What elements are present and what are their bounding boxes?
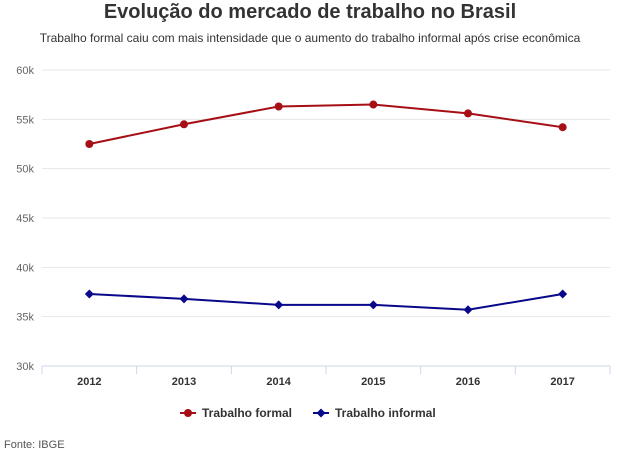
y-tick-label: 40k: [16, 262, 34, 274]
x-tick-label: 2017: [550, 376, 574, 388]
y-tick-label: 30k: [16, 361, 34, 373]
series-group: [84, 100, 568, 315]
y-tick-label: 60k: [16, 65, 34, 77]
data-point[interactable]: [368, 300, 378, 310]
legend-marker: [316, 408, 326, 418]
x-tick-label: 2015: [361, 376, 385, 388]
chart-subtitle: Trabalho formal caiu com mais intensidad…: [39, 31, 581, 45]
data-point[interactable]: [180, 120, 188, 129]
x-tick-label: 2013: [172, 376, 196, 388]
x-axis: 2012 2013 2014 2015 2016 2017: [41, 365, 611, 388]
source-note: Fonte: IBGE: [4, 439, 65, 451]
x-tick-label: 2016: [456, 376, 480, 388]
data-point[interactable]: [179, 294, 189, 304]
data-point[interactable]: [274, 300, 284, 310]
data-point[interactable]: [464, 109, 472, 118]
series-line-0: [88, 103, 564, 145]
data-point[interactable]: [463, 305, 473, 315]
data-point[interactable]: [558, 289, 568, 299]
series-line-1: [88, 292, 564, 311]
data-point[interactable]: [84, 289, 94, 299]
grid-lines: [42, 69, 610, 367]
legend-label[interactable]: Trabalho informal: [335, 406, 436, 420]
x-tick-label: 2012: [77, 376, 101, 388]
legend-marker: [184, 409, 192, 417]
y-tick-label: 50k: [16, 164, 34, 176]
y-tick-label: 45k: [16, 213, 34, 225]
legend[interactable]: Trabalho formal Trabalho informal: [180, 406, 436, 420]
data-point[interactable]: [369, 100, 378, 109]
x-tick-label: 2014: [266, 376, 291, 388]
data-point[interactable]: [274, 102, 283, 111]
chart-title: Evolução do mercado de trabalho no Brasi…: [103, 1, 517, 23]
data-point[interactable]: [85, 140, 94, 148]
y-tick-label: 35k: [16, 312, 34, 324]
data-point[interactable]: [558, 123, 567, 132]
y-axis: 30k 35k 40k 45k 50k 55k 60k: [16, 65, 34, 373]
y-tick-label: 55k: [16, 114, 34, 126]
legend-label[interactable]: Trabalho formal: [202, 406, 292, 420]
